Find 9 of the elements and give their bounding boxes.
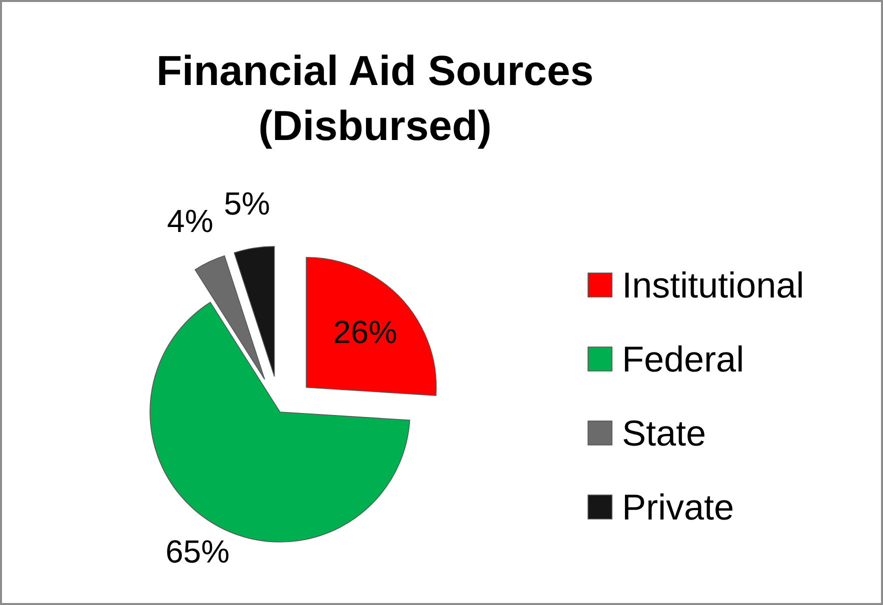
legend-label: Institutional: [622, 264, 804, 306]
data-label: 5%: [224, 186, 270, 222]
data-label: 65%: [166, 533, 230, 570]
legend-label: State: [622, 412, 706, 454]
chart-title: Financial Aid Sources (Disbursed): [156, 47, 594, 149]
data-label: 26%: [332, 314, 398, 350]
data-label: 4%: [167, 203, 214, 240]
legend-label: Private: [622, 486, 734, 528]
legend-label: Federal: [622, 338, 744, 380]
